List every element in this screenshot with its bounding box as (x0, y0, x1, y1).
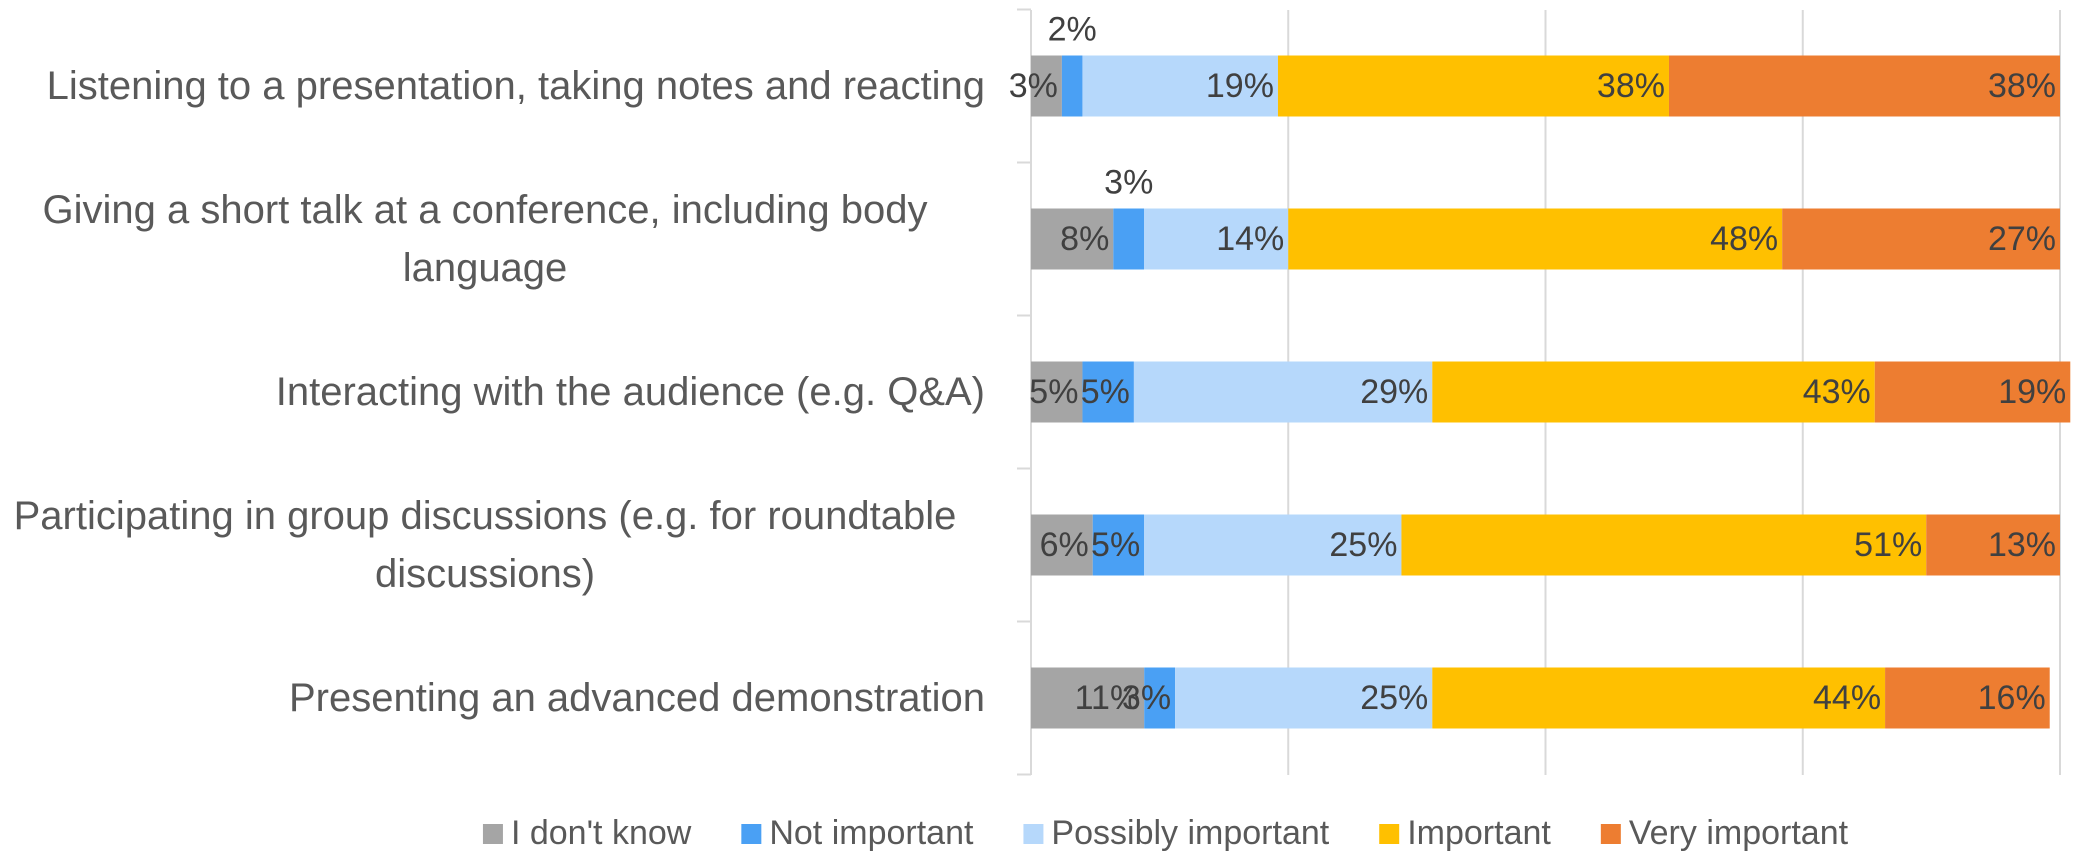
legend-swatch (1379, 824, 1400, 844)
category-label-text: Interacting with the audience (e.g. Q&A) (275, 370, 985, 414)
data-label: 6% (1040, 526, 1089, 564)
bar-segment (1885, 667, 2050, 729)
data-label: 3% (1009, 67, 1058, 105)
bar-segment (1031, 208, 1114, 270)
bar-segment (1031, 361, 1083, 423)
data-label: 8% (1060, 220, 1109, 258)
bar-segment (1144, 208, 1289, 270)
data-label: 11% (1075, 679, 1141, 717)
data-label: 44% (1813, 679, 1881, 717)
data-label: 3% (1122, 679, 1171, 717)
legend-label: Not important (769, 814, 974, 851)
data-label: 29% (1360, 373, 1428, 411)
data-label: 43% (1803, 373, 1871, 411)
data-label: 14% (1216, 220, 1284, 258)
data-label: 19% (1998, 373, 2066, 411)
data-label: 38% (1988, 67, 2056, 105)
data-label: 13% (1988, 526, 2056, 564)
bar-segment (1432, 361, 1875, 423)
bar-segment (1082, 55, 1278, 117)
bar-segment (1401, 514, 1927, 576)
legend-swatch (482, 824, 503, 844)
data-label: 25% (1329, 526, 1397, 564)
bar-segment (1113, 208, 1145, 270)
category-label-text: Giving a short talk at a conference, inc… (42, 188, 928, 290)
bar-segment (1133, 361, 1433, 423)
bar-segment (1144, 667, 1176, 729)
data-label: 38% (1597, 67, 1665, 105)
bar-segment (1277, 55, 1669, 117)
bar-segment (1432, 667, 1886, 729)
legend-swatch (1023, 824, 1044, 844)
bar-segment (1031, 667, 1145, 729)
bar-segment (1144, 514, 1402, 576)
category-label-text: Presenting an advanced demonstration (288, 676, 985, 720)
data-label: 2% (1048, 10, 1097, 48)
data-label: 5% (1081, 373, 1130, 411)
category-label: Interacting with the audience (e.g. Q&A) (0, 363, 985, 421)
bar-segment (1668, 55, 2060, 117)
bar-segment (1288, 208, 1783, 270)
legend-label: I don't know (511, 814, 692, 851)
bar-segment (1061, 55, 1083, 117)
category-label-text: Participating in group discussions (e.g.… (13, 494, 957, 596)
legend: I don't know Not important Possibly import… (482, 814, 1849, 851)
bar-segment (1175, 667, 1433, 729)
legend-label: Important (1407, 814, 1551, 851)
legend-label: Possibly important (1051, 814, 1329, 851)
category-label: Giving a short talk at a conference, inc… (0, 181, 985, 297)
legend-swatch (1600, 824, 1621, 844)
category-label: Listening to a presentation, taking note… (0, 57, 985, 115)
legend-label: Very important (1629, 814, 1849, 851)
bar-segment (1092, 514, 1145, 576)
bar-segment (1031, 514, 1093, 576)
data-label: 51% (1854, 526, 1922, 564)
data-label: 3% (1104, 163, 1153, 201)
category-label-text: Listening to a presentation, taking note… (46, 64, 985, 108)
data-label: 5% (1091, 526, 1140, 564)
data-label: 19% (1206, 67, 1274, 105)
bar-segment (1874, 361, 2071, 423)
category-label: Presenting an advanced demonstration (0, 669, 985, 727)
data-label: 16% (1978, 679, 2046, 717)
legend-swatch (741, 824, 762, 844)
data-label: 27% (1988, 220, 2056, 258)
category-label: Participating in group discussions (e.g.… (0, 487, 985, 603)
bar-segment (1082, 361, 1134, 423)
data-label: 48% (1710, 220, 1778, 258)
data-label: 25% (1360, 679, 1428, 717)
data-label: 5% (1029, 373, 1078, 411)
bar-segment (1782, 208, 2060, 270)
bar-segment (1926, 514, 2060, 576)
bar-segment (1031, 55, 1062, 117)
